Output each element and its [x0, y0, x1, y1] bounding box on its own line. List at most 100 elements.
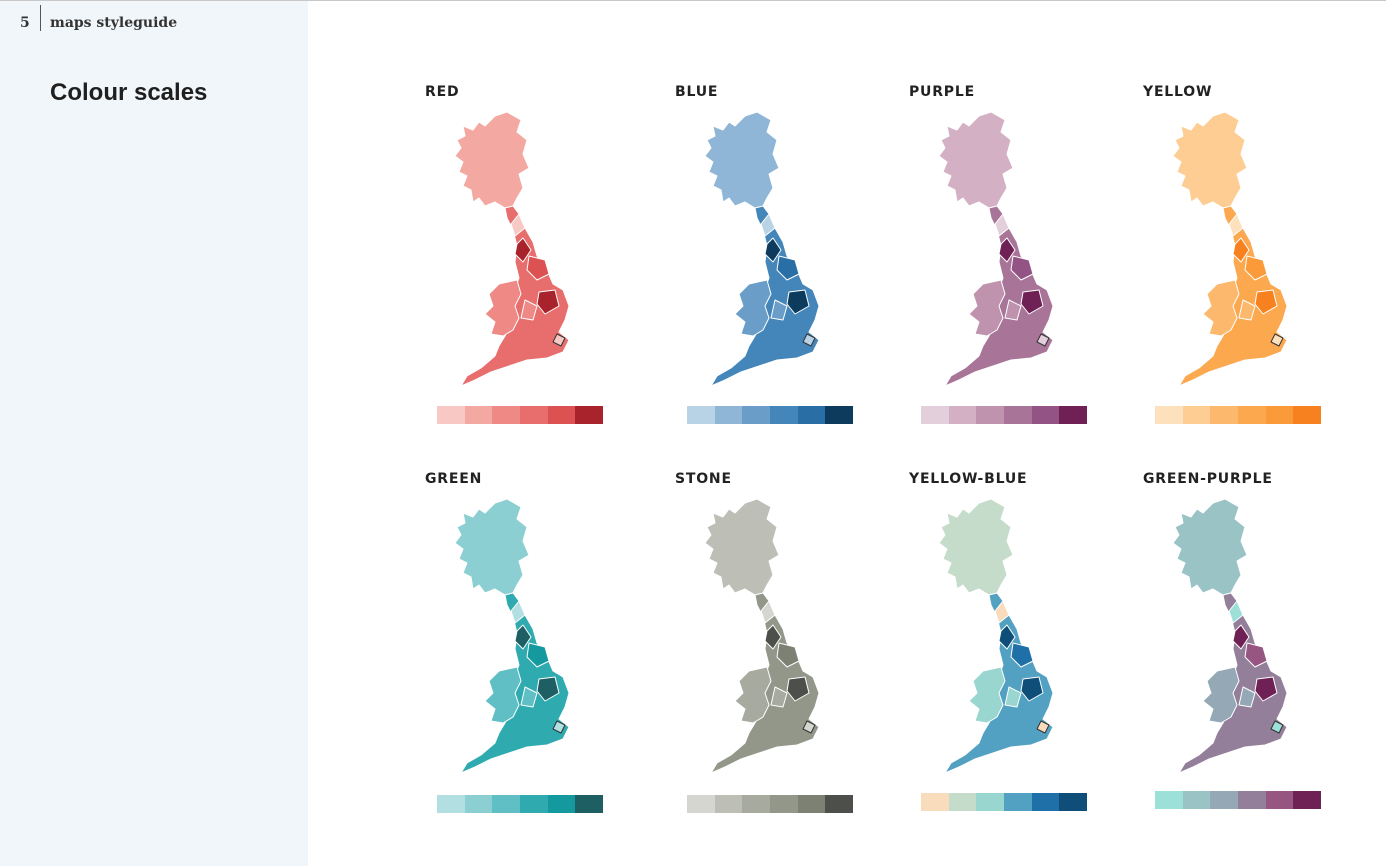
colour-scale-title: GREEN	[425, 471, 483, 487]
map-region	[938, 111, 1014, 209]
uk-region-map	[1172, 498, 1288, 774]
map-region	[552, 720, 566, 734]
map-region	[1254, 676, 1278, 702]
document-title: maps styleguide	[50, 15, 178, 31]
map-region	[1238, 299, 1256, 321]
legend-swatch	[1210, 791, 1239, 809]
map-region	[484, 666, 522, 724]
sidebar: 5 maps styleguide Colour scales	[0, 1, 308, 866]
legend-swatch	[1293, 791, 1322, 809]
colour-scale-title: YELLOW	[1143, 84, 1213, 100]
map-region	[776, 255, 800, 281]
colour-scale-green: GREEN	[425, 471, 615, 831]
map-region	[704, 498, 780, 596]
uk-region-map	[454, 111, 570, 387]
legend-swatch	[1059, 793, 1088, 811]
uk-region-map	[704, 111, 820, 387]
colour-scale-legend	[921, 406, 1088, 424]
legend-swatch	[825, 406, 854, 424]
map-region	[734, 666, 772, 724]
legend-swatch	[687, 795, 715, 813]
map-region	[1004, 686, 1022, 708]
legend-swatch	[1155, 406, 1183, 424]
colour-scale-title: BLUE	[675, 84, 719, 100]
map-region	[1010, 255, 1034, 281]
map-region	[994, 600, 1010, 624]
map-region	[998, 237, 1016, 263]
legend-swatch	[1265, 791, 1294, 809]
map-region	[536, 289, 560, 315]
map-region	[514, 237, 532, 263]
map-region	[1010, 642, 1034, 668]
colour-scale-legend	[437, 795, 604, 813]
map-region	[1020, 676, 1044, 702]
legend-swatch	[948, 406, 977, 424]
legend-swatch	[742, 406, 771, 424]
uk-region-map	[938, 111, 1054, 387]
map-region	[1244, 255, 1268, 281]
colour-scale-legend	[437, 406, 604, 424]
colour-scale-title: YELLOW-BLUE	[909, 471, 1028, 487]
legend-swatch	[520, 795, 548, 813]
legend-swatch	[770, 795, 798, 813]
legend-swatch	[825, 795, 854, 813]
legend-swatch	[547, 406, 576, 424]
colour-scale-legend	[687, 406, 854, 424]
map-region	[510, 600, 526, 624]
map-region	[938, 498, 1014, 596]
map-region	[1232, 624, 1250, 650]
uk-region-map	[704, 498, 820, 774]
legend-swatch	[976, 406, 1005, 424]
legend-swatch	[437, 795, 465, 813]
map-region	[1020, 289, 1044, 315]
legend-swatch	[714, 406, 743, 424]
legend-swatch	[921, 406, 949, 424]
legend-swatch	[921, 793, 949, 811]
uk-region-map	[454, 498, 570, 774]
map-region	[454, 498, 530, 596]
legend-swatch	[547, 795, 576, 813]
map-region	[1238, 686, 1256, 708]
map-region	[770, 686, 788, 708]
map-region	[968, 666, 1006, 724]
legend-swatch	[687, 406, 715, 424]
legend-swatch	[1031, 793, 1060, 811]
map-region	[1232, 237, 1250, 263]
colour-scale-yellow: YELLOW	[1143, 84, 1333, 444]
map-region	[760, 213, 776, 237]
map-region	[454, 111, 530, 209]
map-region	[994, 213, 1010, 237]
map-region	[526, 642, 550, 668]
map-region	[510, 213, 526, 237]
legend-swatch	[1265, 406, 1294, 424]
legend-swatch	[976, 793, 1005, 811]
legend-swatch	[520, 406, 548, 424]
colour-scale-green-purple: GREEN-PURPLE	[1143, 471, 1333, 831]
colour-scale-title: GREEN-PURPLE	[1143, 471, 1273, 487]
legend-swatch	[1004, 793, 1032, 811]
legend-swatch	[1293, 406, 1322, 424]
map-region	[536, 676, 560, 702]
legend-swatch	[1182, 791, 1211, 809]
colour-scale-legend	[1155, 406, 1322, 424]
colour-scale-red: RED	[425, 84, 615, 444]
map-region	[1228, 600, 1244, 624]
legend-swatch	[1210, 406, 1239, 424]
colour-scale-purple: PURPLE	[909, 84, 1099, 444]
legend-swatch	[464, 795, 493, 813]
map-region	[1270, 720, 1284, 734]
legend-swatch	[1031, 406, 1060, 424]
legend-swatch	[797, 406, 826, 424]
map-region	[764, 237, 782, 263]
legend-swatch	[575, 795, 604, 813]
map-region	[514, 624, 532, 650]
legend-swatch	[464, 406, 493, 424]
legend-swatch	[492, 406, 521, 424]
map-region	[1172, 111, 1248, 209]
map-region	[968, 279, 1006, 337]
map-region	[520, 299, 538, 321]
top-border	[0, 0, 1386, 1]
legend-swatch	[1155, 791, 1183, 809]
map-region	[786, 289, 810, 315]
legend-swatch	[1004, 406, 1032, 424]
